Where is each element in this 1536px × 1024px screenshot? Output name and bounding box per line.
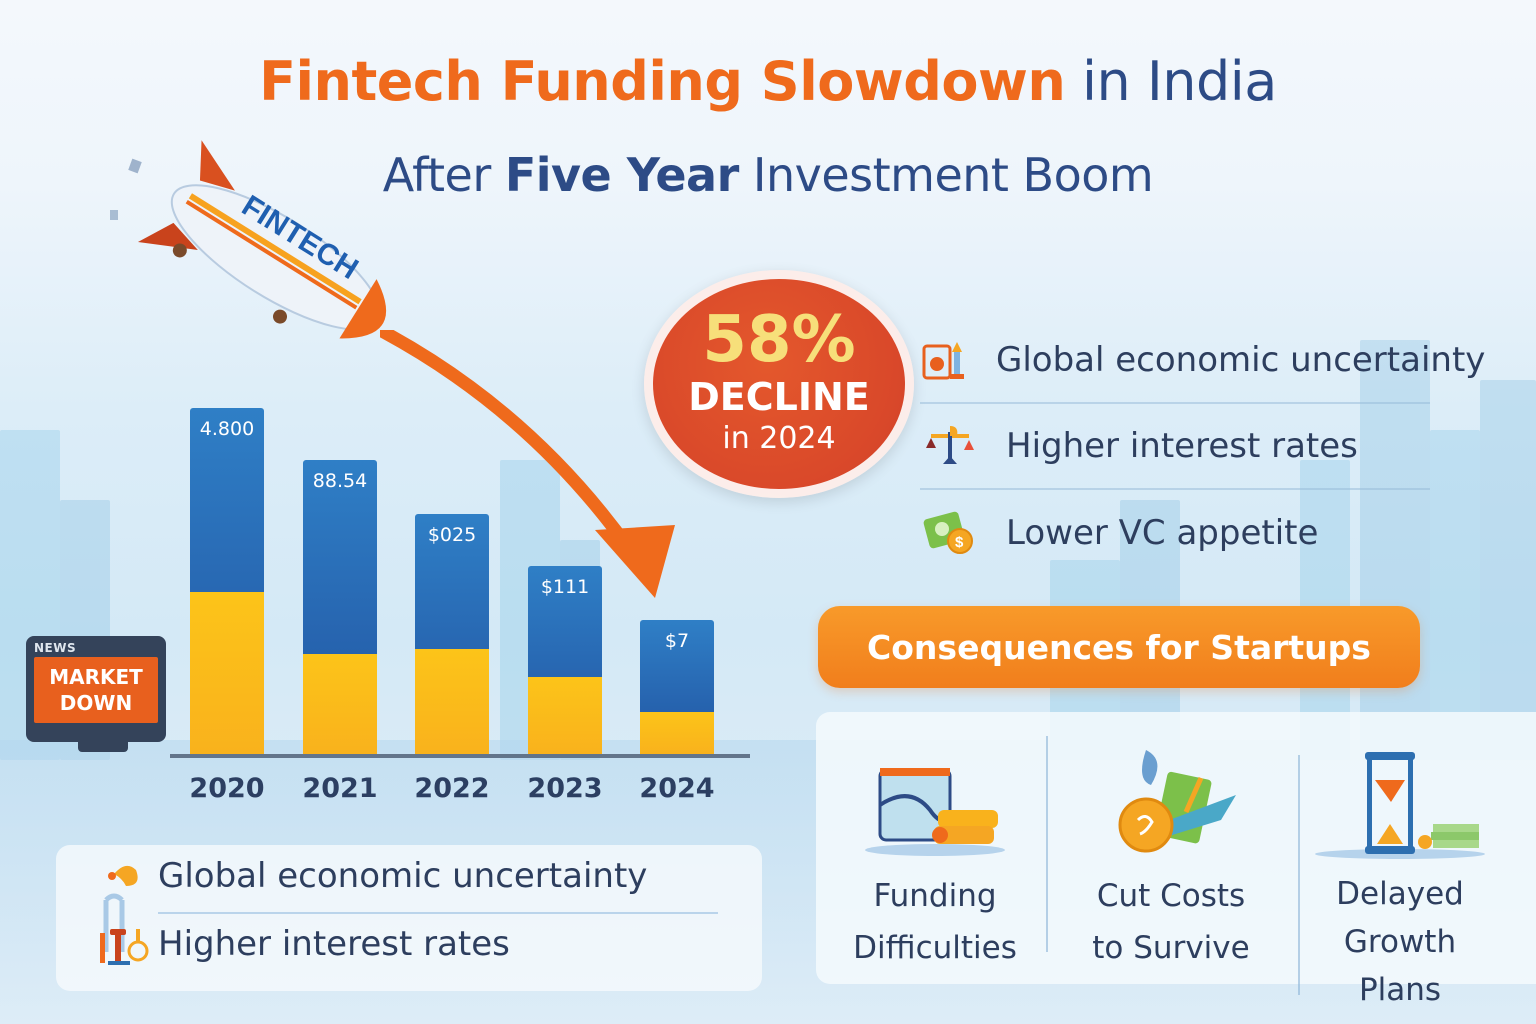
- consequences-heading: Consequences for Startups: [818, 606, 1420, 688]
- decline-percent: 58%: [702, 303, 856, 377]
- consequence-item-funding: Funding Difficulties: [830, 730, 1040, 974]
- page-title: Fintech Funding Slowdown in India: [259, 50, 1277, 113]
- decline-badge: 58% DECLINE in 2024: [644, 270, 914, 498]
- falling-rocket-icon: FINTECH: [110, 140, 386, 339]
- factor-item: Global economic uncertainty: [920, 318, 1485, 404]
- x-label-2020: 2020: [189, 773, 265, 804]
- funding-bar-chart: 4.800 88.54 $025 $111 $7 2020 2021 2022 …: [170, 400, 750, 820]
- wallet-coins-icon: [830, 730, 1040, 860]
- bar-2021: 88.54: [303, 460, 377, 754]
- tools-icon: [100, 929, 149, 965]
- bar-2020: 4.800: [190, 408, 264, 754]
- x-label-2023: 2023: [527, 773, 603, 804]
- lamp-icon: [103, 865, 138, 952]
- scale-icon: [920, 421, 980, 471]
- factor-list: Global economic uncertainty Higher inter…: [920, 318, 1520, 576]
- bottom-factor-item: Higher interest rates: [158, 924, 510, 964]
- bar-2024: $7: [640, 620, 714, 754]
- tv-screen: MARKET DOWN: [34, 657, 158, 723]
- bar-2022: $025: [415, 514, 489, 754]
- bottom-factor-panel: [56, 845, 762, 991]
- money-icon: $: [920, 508, 980, 558]
- chart-baseline: [170, 754, 750, 758]
- consequence-label: Cut Costs to Survive: [1092, 878, 1250, 966]
- consequence-item-delayed: Delayed Growth Plans: [1300, 730, 1500, 1014]
- consequence-label: Delayed Growth Plans: [1336, 876, 1464, 1008]
- factor-item: Higher interest rates: [920, 404, 1430, 490]
- bar-2023: $111: [528, 566, 602, 754]
- news-tv-illustration: NEWS MARKET DOWN: [26, 636, 166, 752]
- tv-stand: [78, 742, 128, 752]
- divider: [158, 912, 718, 914]
- scissors-money-icon: [1066, 730, 1276, 860]
- x-label-2022: 2022: [414, 773, 490, 804]
- economy-icon: [920, 335, 970, 385]
- divider: [1298, 755, 1300, 995]
- factor-item: $ Lower VC appetite: [920, 490, 1430, 576]
- decline-label: DECLINE: [688, 375, 870, 419]
- x-label-2024: 2024: [639, 773, 715, 804]
- tv-channel-label: NEWS: [34, 641, 77, 655]
- svg-text:$: $: [955, 534, 964, 551]
- divider: [1046, 736, 1048, 952]
- decline-year: in 2024: [722, 421, 836, 456]
- consequence-label: Funding Difficulties: [853, 878, 1017, 966]
- downward-trend-arrow: [380, 330, 675, 598]
- x-label-2021: 2021: [302, 773, 378, 804]
- bottom-factor-item: Global economic uncertainty: [158, 856, 648, 896]
- hourglass-icon: [1300, 730, 1500, 860]
- page-subtitle: After Five Year Investment Boom: [382, 148, 1154, 202]
- consequence-item-costs: Cut Costs to Survive: [1066, 730, 1276, 974]
